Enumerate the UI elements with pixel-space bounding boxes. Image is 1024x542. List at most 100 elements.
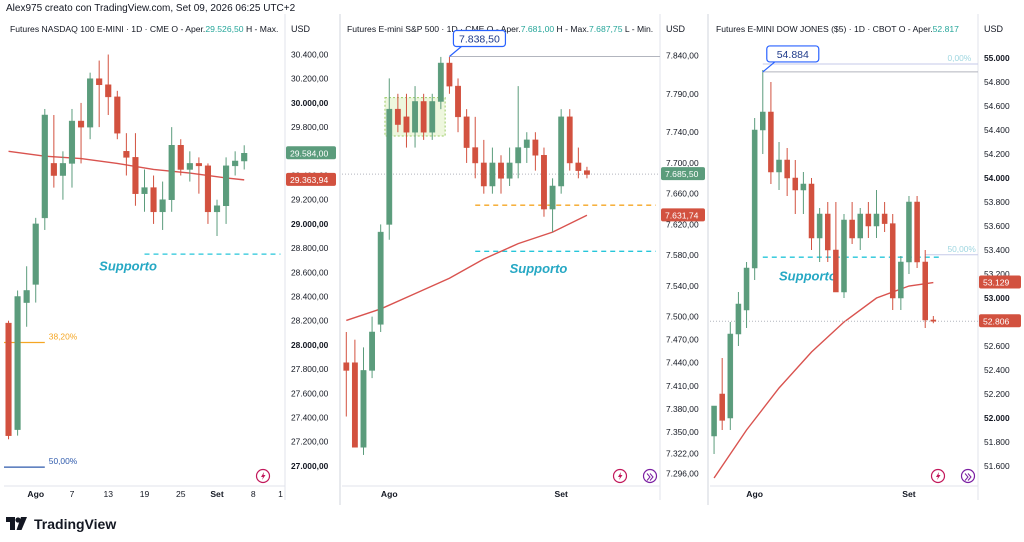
y-tick-label: 7.410,00 bbox=[666, 381, 699, 391]
y-tick-label: 7.580,00 bbox=[666, 250, 699, 260]
y-tick-label: 52.000 bbox=[984, 413, 1010, 423]
y-tick-label: 28.600,00 bbox=[291, 267, 329, 277]
candle-body bbox=[204, 165, 212, 213]
fib-level-label: 38,20% bbox=[49, 331, 78, 341]
candle-body bbox=[743, 267, 750, 311]
price-tag-label: 7.631,74 bbox=[665, 210, 699, 220]
candle-body bbox=[105, 84, 112, 98]
candle-body bbox=[480, 162, 487, 187]
candle-body bbox=[751, 129, 758, 269]
fib-level-label: 50,00% bbox=[49, 456, 78, 466]
y-tick-label: 30.200,00 bbox=[291, 74, 329, 84]
candle-body bbox=[489, 162, 496, 187]
callout-pointer bbox=[449, 46, 462, 57]
price-tag bbox=[979, 275, 1021, 289]
candle-body bbox=[412, 101, 418, 133]
candle-body bbox=[760, 111, 766, 131]
candle-body bbox=[735, 303, 742, 335]
candle-body bbox=[824, 213, 831, 251]
price-tag-label: 29.363,94 bbox=[290, 175, 328, 185]
y-tick-label: 55.000 bbox=[984, 53, 1010, 63]
chart-panel-1: Futures NASDAQ 100 E-MINI · 1D · CME O -… bbox=[4, 14, 341, 505]
x-tick-label: 13 bbox=[103, 489, 113, 499]
y-tick-label: 7.790,00 bbox=[666, 89, 699, 99]
y-tick-label: 7.380,00 bbox=[666, 404, 699, 414]
x-tick-label: 8 bbox=[251, 489, 256, 499]
candle-body bbox=[377, 231, 384, 325]
y-tick-label: 7.296,00 bbox=[666, 468, 699, 478]
candle-body bbox=[792, 177, 799, 191]
candle-body bbox=[914, 201, 920, 263]
candle-body bbox=[177, 145, 184, 170]
candle-body bbox=[150, 187, 157, 213]
price-tag bbox=[661, 167, 705, 181]
price-tag-label: 7.685,50 bbox=[665, 169, 699, 179]
y-tick-label: 53.800 bbox=[984, 197, 1010, 207]
candle-body bbox=[14, 296, 21, 430]
y-tick-label: 27.800,00 bbox=[291, 364, 329, 374]
candle-body bbox=[898, 261, 904, 299]
candle-body bbox=[360, 370, 367, 448]
candle-body bbox=[841, 219, 847, 293]
price-tag bbox=[661, 208, 705, 222]
chart-title: Futures NASDAQ 100 E-MINI · 1D · CME O -… bbox=[10, 24, 278, 34]
candle-body bbox=[50, 163, 57, 176]
candle-body bbox=[223, 165, 230, 207]
y-tick-label: 29.000,00 bbox=[291, 219, 329, 229]
y-tick-label: 30.000,00 bbox=[291, 98, 329, 108]
candle-body bbox=[532, 139, 539, 156]
y-tick-label: 54.000 bbox=[984, 173, 1010, 183]
y-tick-label: 7.660,00 bbox=[666, 189, 699, 199]
y-tick-label: 28.400,00 bbox=[291, 292, 329, 302]
candle-body bbox=[808, 183, 815, 239]
candle-body bbox=[873, 213, 880, 227]
flash-icon bbox=[255, 468, 271, 484]
y-tick-label: 51.600 bbox=[984, 461, 1010, 471]
candle-body bbox=[549, 185, 556, 210]
candle-body bbox=[541, 155, 547, 210]
y-tick-label: 7.700,00 bbox=[666, 158, 699, 168]
y-tick-label: 52.400 bbox=[984, 365, 1010, 375]
candle-body bbox=[195, 163, 202, 167]
forward-icon-glyph bbox=[646, 473, 654, 481]
x-tick-label: Set bbox=[554, 489, 568, 499]
y-tick-label: 28.800,00 bbox=[291, 243, 329, 253]
candle-body bbox=[141, 187, 148, 194]
currency-label: USD bbox=[984, 24, 1004, 34]
candle-body bbox=[386, 108, 393, 225]
y-tick-label: 28.000,00 bbox=[291, 340, 329, 350]
candle-body bbox=[498, 162, 504, 179]
flash-icon-glyph bbox=[261, 472, 266, 480]
candle-body bbox=[437, 62, 444, 102]
candle-body bbox=[446, 62, 453, 87]
candle-body bbox=[394, 108, 401, 125]
y-tick-label: 27.600,00 bbox=[291, 388, 329, 398]
candle-body bbox=[403, 116, 410, 133]
forward-icon bbox=[642, 468, 658, 484]
candle-body bbox=[123, 151, 130, 158]
candle-body bbox=[59, 163, 66, 176]
y-tick-label: 7.620,00 bbox=[666, 219, 699, 229]
y-tick-label: 29.200,00 bbox=[291, 195, 329, 205]
flash-icon-glyph bbox=[936, 472, 941, 480]
candle-body bbox=[68, 120, 76, 164]
candle-body bbox=[930, 319, 937, 322]
x-tick-label: 19 bbox=[140, 489, 150, 499]
forward-icon-glyph bbox=[964, 473, 972, 481]
y-tick-label: 7.470,00 bbox=[666, 335, 699, 345]
candle-body bbox=[232, 160, 239, 167]
candle-body bbox=[784, 159, 790, 179]
candle-body bbox=[776, 159, 782, 173]
candle-body bbox=[114, 96, 121, 134]
callout-label: 7.838,50 bbox=[459, 34, 500, 46]
candle-body bbox=[881, 213, 888, 224]
candle-body bbox=[719, 393, 725, 421]
y-tick-label: 53.600 bbox=[984, 221, 1010, 231]
y-tick-label: 7.540,00 bbox=[666, 281, 699, 291]
forward-icon bbox=[960, 468, 976, 484]
y-tick-label: 54.200 bbox=[984, 149, 1010, 159]
y-tick-label: 7.840,00 bbox=[666, 50, 699, 60]
y-tick-label: 52.600 bbox=[984, 341, 1010, 351]
candle-body bbox=[768, 111, 774, 173]
callout-box bbox=[766, 45, 820, 63]
